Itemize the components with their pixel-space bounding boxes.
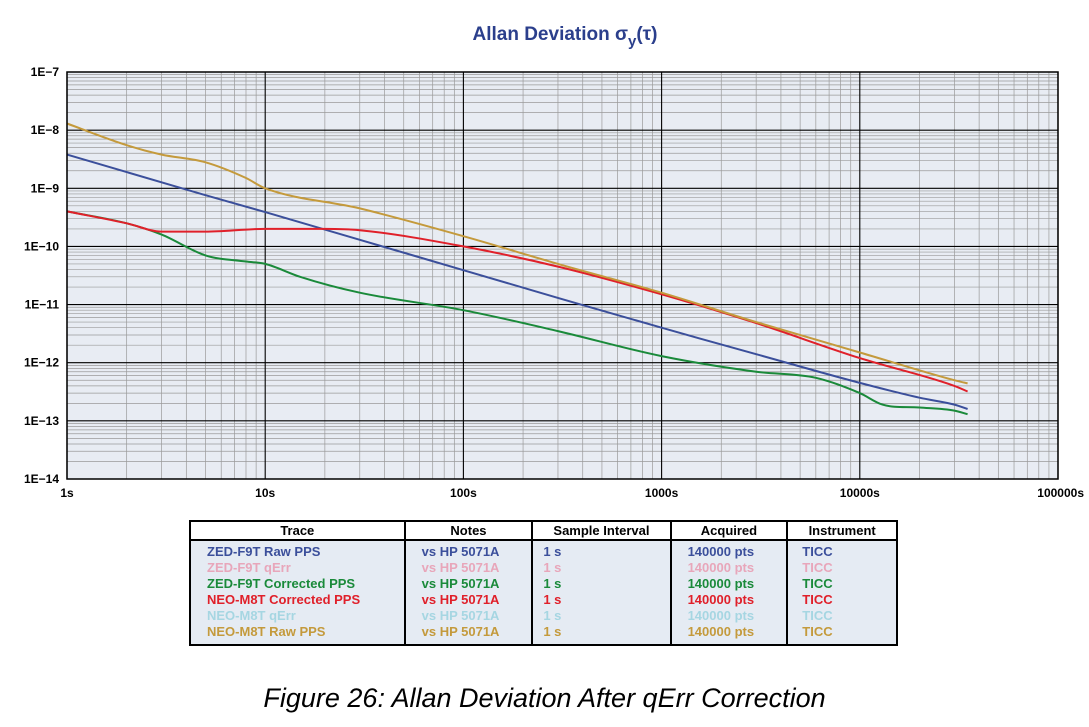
legend-row: NEO-M8T Raw PPS vs HP 5071A 1 s 140000 pts T… xyxy=(190,624,897,645)
legend-trace: NEO-M8T Raw PPS xyxy=(190,624,406,645)
legend-instrument: TICC xyxy=(802,608,833,623)
legend-row: NEO-M8T qErr vs HP 5071A 1 s 140000 pts TICC xyxy=(190,608,897,624)
legend-acquired: 140000 pts xyxy=(670,592,789,608)
header-instrument: Instrument xyxy=(787,521,897,541)
y-tick-label: 1E−13 xyxy=(24,414,59,428)
y-tick-label: 1E−11 xyxy=(25,298,60,312)
header-acquired: Acquired xyxy=(670,521,789,541)
legend-acquired: 140000 pts xyxy=(670,576,789,592)
y-tick-label: 1E−14 xyxy=(24,472,59,486)
legend-notes: vs HP 5071A xyxy=(404,540,534,560)
legend-row: ZED-F9T Raw PPS vs HP 5071A 1 s 140000 pts T… xyxy=(190,540,897,560)
legend-notes: vs HP 5071A xyxy=(404,592,534,608)
chart-title: Allan Deviation σy(τ) xyxy=(472,24,657,50)
series-line xyxy=(66,210,968,416)
legend-notes: vs HP 5071A xyxy=(404,608,534,624)
legend-row: NEO-M8T Corrected PPS vs HP 5071A 1 s 14000… xyxy=(190,592,897,608)
series-line xyxy=(66,122,968,385)
legend-trace: ZED-F9T Corrected PPS xyxy=(190,576,406,592)
series-line xyxy=(66,153,968,410)
legend-interval: 1 s xyxy=(532,576,672,592)
allan-deviation-chart: Allan Deviation σy(τ) 1E−71E−81E−91E−101… xyxy=(24,24,1084,500)
y-tick-label: 1E−7 xyxy=(31,65,60,79)
y-tick-label: 1E−10 xyxy=(24,239,59,253)
legend-header-row: Trace Notes Sample Interval Acquired Ins… xyxy=(190,521,897,541)
legend-instrument: TICC xyxy=(802,592,833,607)
x-tick-label: 1s xyxy=(60,486,74,500)
legend-interval: 1 s xyxy=(532,560,672,576)
series-layer xyxy=(66,122,968,416)
legend-notes: vs HP 5071A xyxy=(404,576,534,592)
series-line xyxy=(66,210,968,393)
y-tick-label: 1E−12 xyxy=(24,356,59,370)
legend-interval: 1 s xyxy=(532,624,672,645)
legend-trace: NEO-M8T qErr xyxy=(190,608,406,624)
x-tick-label: 10s xyxy=(255,486,275,500)
legend-trace: ZED-F9T qErr xyxy=(190,560,406,576)
header-notes: Notes xyxy=(404,521,534,541)
plot-frame xyxy=(66,71,1059,480)
legend-notes: vs HP 5071A xyxy=(404,624,534,645)
y-tick-label: 1E−9 xyxy=(31,181,60,195)
x-tick-label: 10000s xyxy=(840,486,880,500)
legend-acquired: 140000 pts xyxy=(670,540,789,560)
y-tick-label: 1E−8 xyxy=(31,123,60,137)
header-trace: Trace xyxy=(190,521,406,541)
chart-title-subscript: y xyxy=(628,33,637,50)
legend-interval: 1 s xyxy=(532,592,672,608)
y-axis-tick-labels: 1E−7 1E−8 1E−9 1E−10 1E−11 1E−12 1E−13 1E−14 xyxy=(24,65,59,486)
legend-row: ZED-F9T Corrected PPS vs HP 5071A 1 s 14000… xyxy=(190,576,897,592)
x-tick-label: 100000s xyxy=(1037,486,1084,500)
legend-instrument: TICC xyxy=(802,576,833,591)
legend-trace: ZED-F9T Raw PPS xyxy=(190,540,406,560)
legend-body: ZED-F9T Raw PPS vs HP 5071A 1 s 140000 pts T… xyxy=(190,540,897,645)
legend-instrument: TICC xyxy=(802,624,833,639)
legend-instrument: TICC xyxy=(802,560,833,575)
chart-title-tail: (τ) xyxy=(636,24,657,45)
legend-acquired: 140000 pts xyxy=(670,624,789,645)
legend-trace: NEO-M8T Corrected PPS xyxy=(190,592,406,608)
legend-interval: 1 s xyxy=(532,540,672,560)
legend-table: Trace Notes Sample Interval Acquired Ins… xyxy=(189,520,898,646)
plot-area xyxy=(67,72,1058,479)
x-tick-label: 100s xyxy=(450,486,477,500)
x-axis-tick-labels: 1s 10s 100s 1000s 10000s 100000s xyxy=(60,486,1084,500)
x-tick-label: 1000s xyxy=(645,486,679,500)
legend-notes: vs HP 5071A xyxy=(404,560,534,576)
legend-interval: 1 s xyxy=(532,608,672,624)
chart-title-main: Allan Deviation σ xyxy=(472,24,628,45)
header-sample-interval: Sample Interval xyxy=(532,521,672,541)
legend-acquired: 140000 pts xyxy=(670,560,789,576)
legend-instrument: TICC xyxy=(802,544,833,559)
legend-acquired: 140000 pts xyxy=(670,608,789,624)
legend-row: ZED-F9T qErr vs HP 5071A 1 s 140000 pts TICC xyxy=(190,560,897,576)
figure-caption: Figure 26: Allan Deviation After qErr Co… xyxy=(263,683,826,713)
